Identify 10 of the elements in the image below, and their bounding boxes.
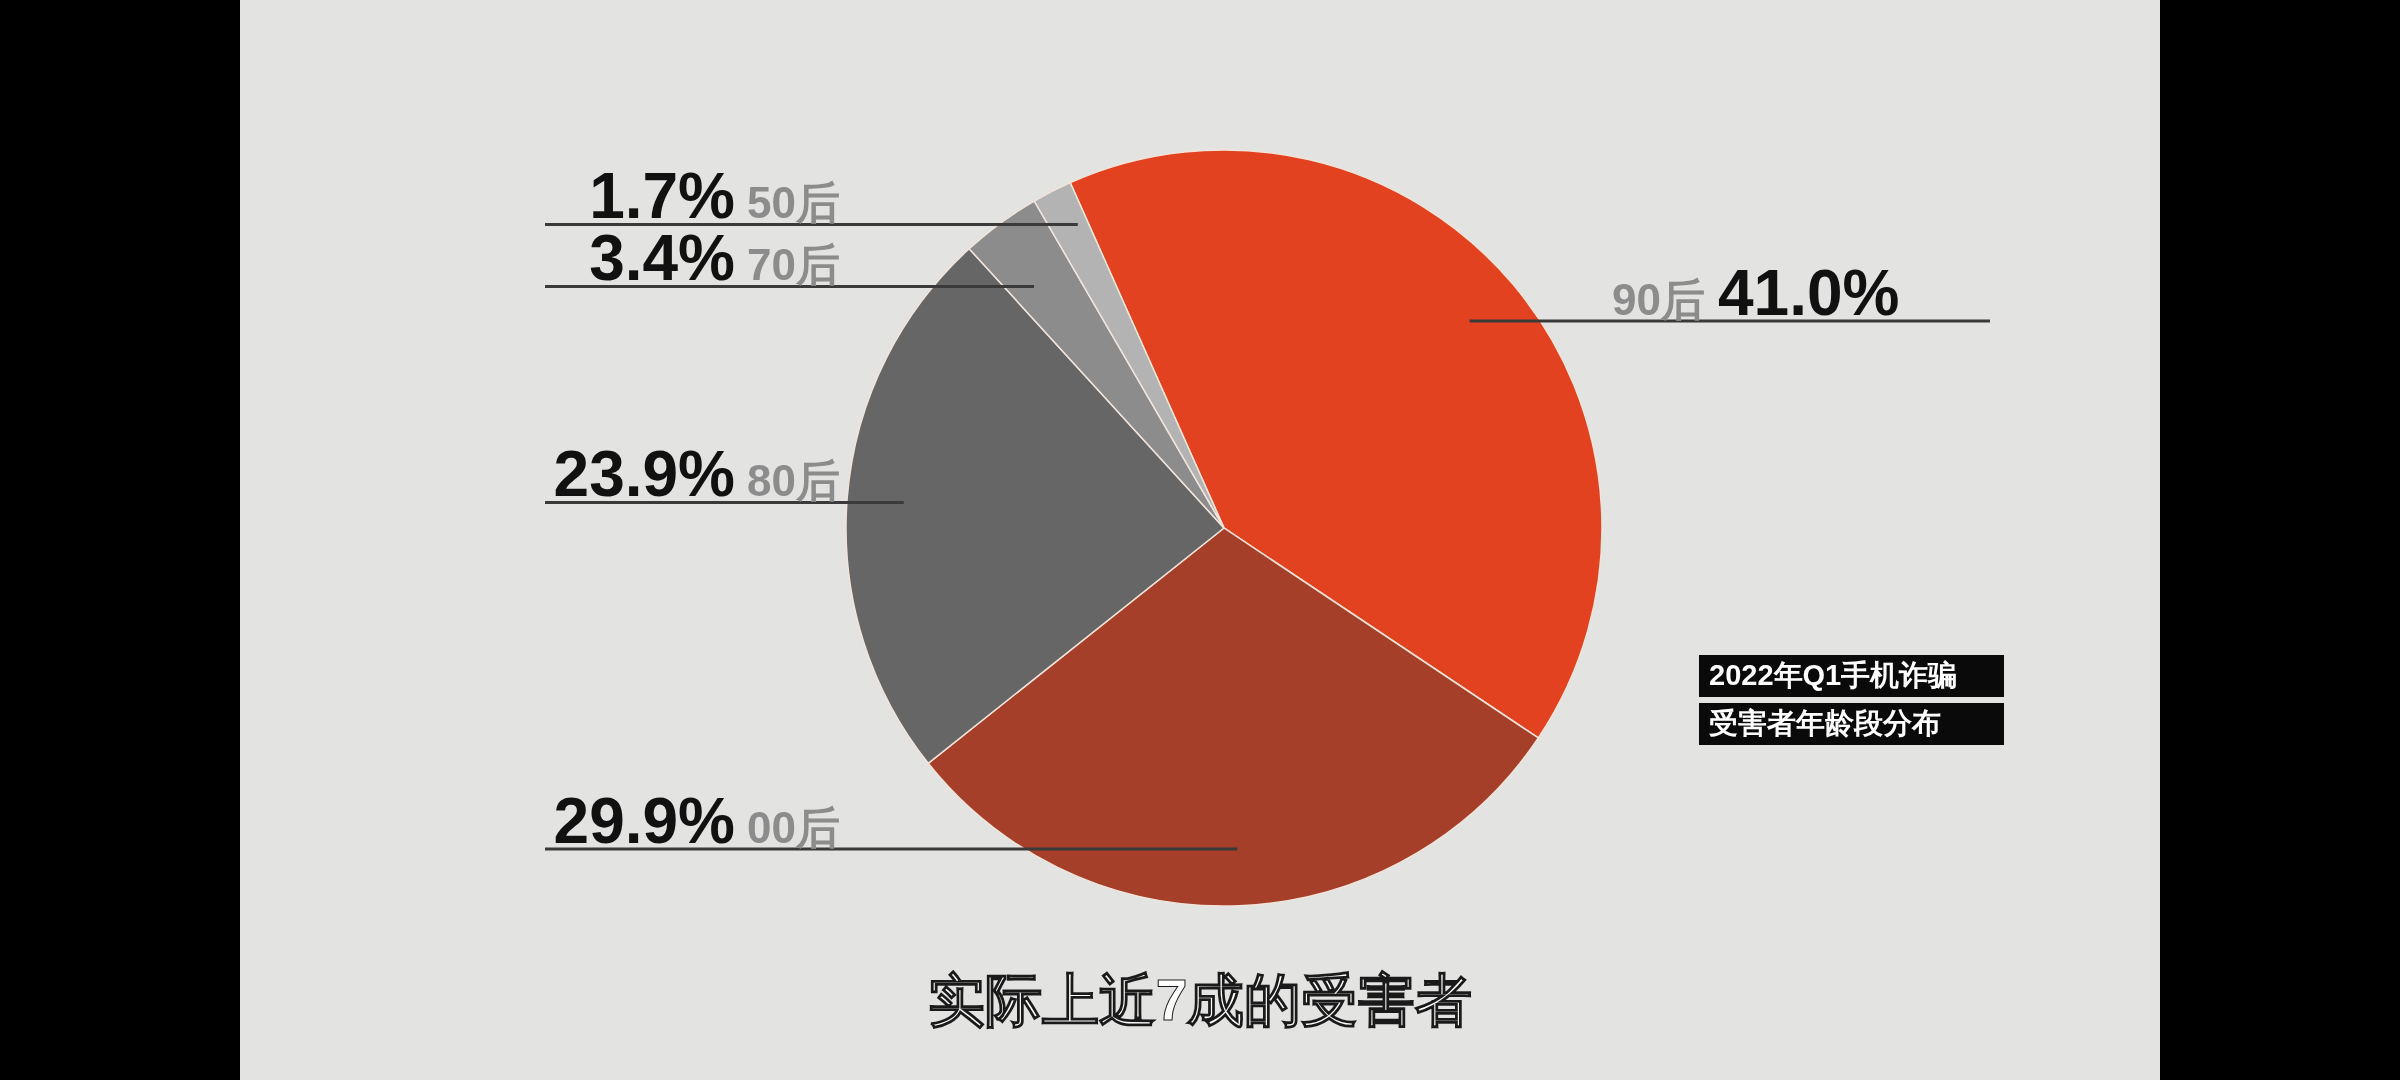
slice-label: 70后	[747, 240, 840, 290]
data-label: 29.9%	[553, 785, 735, 858]
data-label: 41.0%	[1718, 256, 1900, 329]
slice-label: 00后	[747, 803, 840, 853]
slice-label: 80后	[747, 456, 840, 506]
slice-label: 50后	[747, 178, 840, 228]
text: 受害者年龄段分布	[1709, 707, 1941, 739]
text: 2022年Q1手机诈骗	[1709, 659, 1958, 691]
data-label: 23.9%	[553, 438, 735, 511]
slice-label: 90后	[1612, 274, 1705, 324]
